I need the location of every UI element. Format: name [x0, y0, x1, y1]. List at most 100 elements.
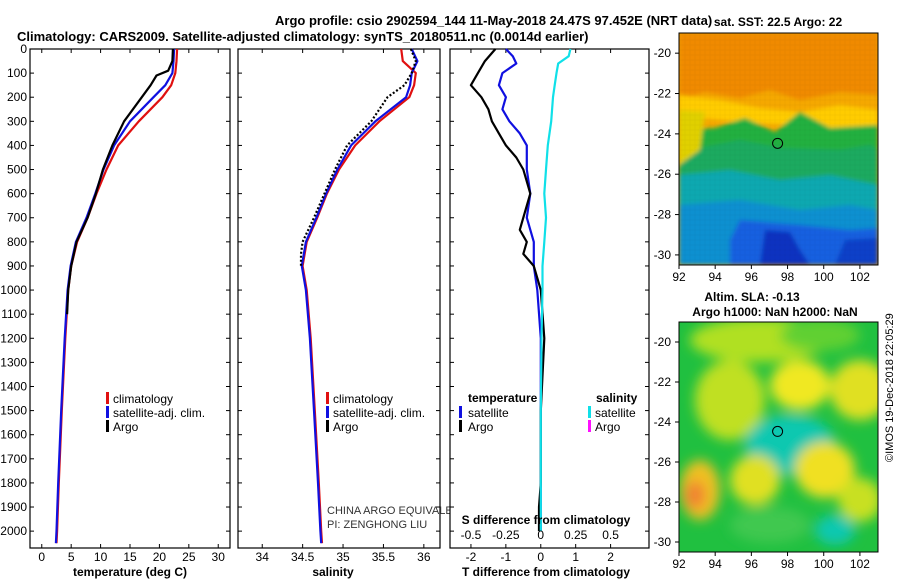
s-tick-label: 0.5 [602, 528, 619, 542]
t-difference-label: T difference from climatology [462, 565, 630, 579]
x-tick-label: 35.5 [372, 550, 396, 564]
series-line-s-satellite [539, 48, 572, 532]
lat-tick-label: -26 [654, 455, 672, 469]
series-line-argo [299, 48, 417, 266]
y-tick-label: 0 [20, 42, 27, 56]
title-line-2: Climatology: CARS2009. Satellite-adjuste… [17, 29, 589, 44]
timestamp: ©IMOS 19-Dec-2018 22:05:29 [884, 313, 896, 462]
temperature-legend: climatology satellite-adj. clim. Argo [106, 392, 205, 434]
legend-label-satellite: satellite-adj. clim. [113, 406, 205, 420]
temperature-panel: 0100200300400500600700800900100011001200… [0, 42, 231, 579]
difference-x-axis: -2 -1 0 1 2 [450, 48, 649, 564]
s-difference-label: S difference from climatology [462, 513, 631, 527]
legend-swatch-t-satellite [459, 406, 462, 418]
legend-swatch-climatology [326, 392, 329, 404]
y-tick-label: 2000 [0, 524, 27, 538]
salinity-x-label: salinity [312, 565, 354, 579]
salinity-axes-box [237, 48, 441, 549]
x-tick-label: 10 [94, 550, 108, 564]
difference-panel: -2 -1 0 1 2 temperature satellite Argo salin… [449, 48, 650, 579]
y-tick-label: 600 [7, 187, 27, 201]
x-tick-label: 35 [336, 550, 350, 564]
legend-label-argo: Argo [113, 420, 139, 434]
salinity-x-axis: 34 34.5 35 35.5 36 [238, 48, 440, 564]
s-tick-label: 0 [537, 528, 544, 542]
legend-label-climatology: climatology [113, 392, 173, 406]
x-tick-label: 30 [212, 550, 226, 564]
x-tick-label: 34.5 [291, 550, 315, 564]
y-tick-label: 800 [7, 235, 27, 249]
y-tick-label: 1800 [0, 476, 27, 490]
legend-swatch-argo [106, 420, 109, 432]
series-line-t-satellite [497, 48, 542, 532]
lon-tick-label: 94 [709, 270, 723, 284]
lon-tick-label: 100 [814, 557, 834, 571]
x-tick-label: -1 [501, 550, 512, 564]
legend-swatch-satellite [106, 406, 109, 418]
salinity-legend: climatology satellite-adj. clim. Argo [326, 392, 425, 434]
lat-tick-label: -22 [654, 375, 672, 389]
lat-tick-label: -26 [654, 167, 672, 181]
s-difference-tick-labels: -0.5 -0.25 0 0.25 0.5 [461, 528, 620, 542]
lon-tick-label: 98 [781, 557, 795, 571]
lat-tick-label: -30 [654, 248, 672, 262]
argo-position-marker [772, 137, 784, 149]
series-line-t-argo [469, 48, 546, 532]
s-tick-label: -0.25 [492, 528, 520, 542]
sla-heatmap [679, 322, 878, 552]
x-tick-label: 2 [607, 550, 614, 564]
lon-tick-label: 96 [745, 557, 759, 571]
y-tick-label: 500 [7, 163, 27, 177]
lat-tick-label: -24 [654, 127, 672, 141]
x-tick-label: -2 [466, 550, 477, 564]
y-tick-label: 300 [7, 114, 27, 128]
lat-tick-label: -20 [654, 335, 672, 349]
legend-label-climatology: climatology [333, 392, 393, 406]
legend-swatch-argo [326, 420, 329, 432]
legend-swatch-s-satellite [588, 406, 591, 418]
legend-label-satellite: satellite-adj. clim. [333, 406, 425, 420]
sla-map: Altim. SLA: -0.13 Argo h1000: NaN h2000:… [654, 290, 879, 571]
s-tick-label: -0.5 [461, 528, 482, 542]
lon-tick-label: 100 [814, 270, 834, 284]
x-tick-label: 5 [68, 550, 75, 564]
lon-tick-label: 92 [672, 270, 686, 284]
y-tick-label: 1200 [0, 331, 27, 345]
legend-label-t-argo: Argo [468, 420, 494, 434]
lat-tick-label: -22 [654, 87, 672, 101]
legend-title-temperature: temperature [468, 391, 538, 405]
lon-tick-label: 94 [709, 557, 723, 571]
legend-swatch-s-argo [588, 420, 591, 432]
x-tick-label: 36 [417, 550, 431, 564]
y-tick-label: 400 [7, 138, 27, 152]
temperature-x-axis: 0 5 10 15 20 25 30 [30, 48, 230, 564]
legend-label-t-satellite: satellite [468, 406, 509, 420]
watermark: CHINA ARGO EQUIVALENT [327, 505, 468, 517]
y-tick-label: 1400 [0, 379, 27, 393]
y-tick-label: 1000 [0, 283, 27, 297]
x-tick-label: 15 [123, 550, 137, 564]
y-tick-label: 700 [7, 211, 27, 225]
difference-axes-box [449, 48, 650, 549]
lat-tick-label: -20 [654, 46, 672, 60]
lon-tick-label: 102 [850, 557, 870, 571]
y-tick-label: 900 [7, 259, 27, 273]
legend-swatch-climatology [106, 392, 109, 404]
series-line-satellite-adj-clim- [300, 48, 419, 544]
temperature-x-label: temperature (deg C) [73, 565, 187, 579]
s-tick-label: 0.25 [564, 528, 588, 542]
y-tick-label: 1900 [0, 500, 27, 514]
x-tick-label: 25 [182, 550, 196, 564]
legend-title-salinity: salinity [596, 391, 638, 405]
series-line-argo [66, 48, 174, 315]
pi-label: PI: ZENGHONG LIU [327, 519, 427, 531]
difference-legend: temperature satellite Argo salinity sate… [459, 391, 638, 434]
salinity-panel: 34 34.5 35 35.5 36 climatology satellite-adj… [237, 48, 468, 579]
depth-axis: 0 100 200 300 400 500 600 700 800 900 1000 1100 1200… [0, 42, 27, 538]
sst-map-title: sat. SST: 22.5 Argo: 22 [714, 15, 843, 29]
sst-map-axes: 92 94 96 98 100 102 -20 -22 -24 -26 -28 -30 [654, 46, 871, 284]
x-tick-label: 0 [38, 550, 45, 564]
lon-tick-label: 102 [850, 270, 870, 284]
legend-label-argo: Argo [333, 420, 359, 434]
